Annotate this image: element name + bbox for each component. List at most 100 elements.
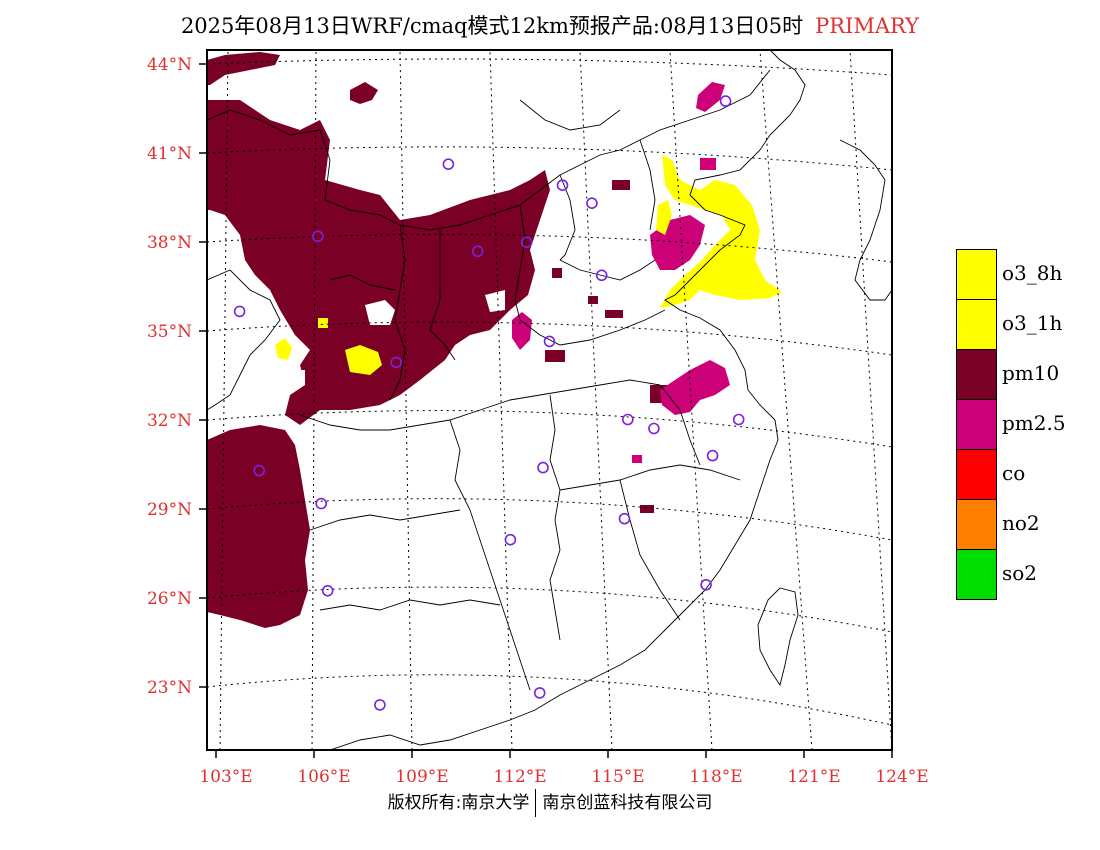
lon-label: 115°E <box>591 767 644 787</box>
province-border <box>319 599 501 611</box>
axis-ticks <box>199 63 893 758</box>
clean-hole <box>365 300 395 325</box>
pm25-patch <box>700 158 716 170</box>
legend-label: co <box>1002 461 1026 485</box>
lat-label: 38°N <box>147 233 192 253</box>
station-marker <box>533 687 546 699</box>
legend-label: o3_8h <box>1002 261 1063 285</box>
station-marker <box>618 512 631 525</box>
station-marker <box>471 245 484 258</box>
lat-label: 32°N <box>147 411 192 431</box>
pm25-patch <box>632 455 642 463</box>
copyright: 版权所有:南京大学 南京创蓝科技有限公司 <box>0 788 1100 817</box>
pm10-region-inner-mongolia <box>350 82 378 104</box>
pm10-patch <box>612 180 630 190</box>
latitude-line <box>207 674 892 726</box>
lat-label: 35°N <box>147 322 192 342</box>
legend-label: so2 <box>1002 561 1038 585</box>
pm10-patch <box>588 296 598 304</box>
province-border <box>559 174 576 261</box>
province-border <box>449 419 531 691</box>
station-marker <box>595 269 608 282</box>
station-marker <box>233 305 246 318</box>
map-content <box>207 50 892 750</box>
lat-label: 23°N <box>147 678 192 698</box>
longitude-line <box>311 50 317 750</box>
station-marker <box>556 179 569 191</box>
title-primary-tag: PRIMARY <box>815 14 920 38</box>
pm25-region-jiangsu <box>660 360 730 415</box>
copyright-right: 南京创蓝科技有限公司 <box>542 793 713 813</box>
latitude-line <box>207 58 892 76</box>
province-border <box>514 204 666 346</box>
station-marker <box>315 497 328 510</box>
latitude-line <box>207 498 892 541</box>
province-border <box>389 224 406 401</box>
longitude-labels: 103°E 106°E 109°E 112°E 115°E 118°E 121°… <box>199 767 928 787</box>
station-marker <box>732 413 745 426</box>
station-marker <box>719 95 732 107</box>
pm10-region-southwest <box>207 425 310 628</box>
lon-label: 109°E <box>395 767 448 787</box>
pm10-patch <box>545 350 565 362</box>
o3-region-gansu <box>275 338 292 360</box>
station-marker <box>253 464 266 477</box>
station-marker <box>374 699 386 711</box>
lat-label: 41°N <box>147 144 192 164</box>
province-border <box>309 509 461 531</box>
longitude-line <box>219 50 229 750</box>
clean-hole <box>290 370 305 388</box>
province-border <box>639 139 656 231</box>
o3-patch <box>318 318 328 328</box>
coastline <box>689 50 806 251</box>
lat-label: 29°N <box>147 500 192 520</box>
latitude-line <box>207 321 892 356</box>
latitude-line <box>207 233 892 263</box>
legend-swatch <box>956 299 997 350</box>
latitude-line <box>207 146 892 171</box>
map-frame <box>206 49 893 751</box>
legend-swatch <box>956 499 997 550</box>
lon-label: 112°E <box>493 767 546 787</box>
clean-hole <box>485 290 505 312</box>
station-marker <box>537 461 549 474</box>
province-border <box>329 274 396 291</box>
province-border <box>619 479 681 621</box>
longitude-line <box>489 50 513 750</box>
coastline <box>329 249 779 750</box>
clean-area-holes <box>290 290 505 388</box>
station-marker <box>586 197 598 209</box>
o3-region-shandong-coast <box>656 200 672 235</box>
latitude-line <box>207 586 892 633</box>
legend-label: no2 <box>1002 511 1040 535</box>
pm10-patch <box>605 310 623 318</box>
taiwan-outline <box>757 587 799 687</box>
o3-region-shaanxi <box>345 345 382 375</box>
longitude-line <box>759 50 813 750</box>
pm10-region-northwest <box>207 52 280 85</box>
station-marker <box>621 413 634 426</box>
korea-outline <box>839 139 892 301</box>
legend-swatch <box>956 399 997 450</box>
legend-swatch <box>956 349 997 400</box>
station-marker <box>520 236 533 249</box>
pm10-patch <box>552 268 562 278</box>
pm25-region-henan <box>512 312 532 350</box>
legend-swatch <box>956 249 997 300</box>
station-marker <box>648 422 660 435</box>
station-marker <box>390 356 403 369</box>
pm10-region-north <box>207 100 550 425</box>
province-border <box>429 230 456 361</box>
lon-label: 121°E <box>787 767 840 787</box>
province-border <box>659 384 701 466</box>
province-border <box>559 464 741 491</box>
station-marker <box>442 158 455 170</box>
legend-label: pm10 <box>1002 361 1060 385</box>
borders <box>207 50 892 750</box>
province-border <box>299 379 661 431</box>
legend-swatch <box>956 549 997 600</box>
lon-label: 103°E <box>199 767 252 787</box>
province-border <box>207 269 281 411</box>
lat-label: 26°N <box>147 589 192 609</box>
legend-label: o3_1h <box>1002 311 1063 335</box>
